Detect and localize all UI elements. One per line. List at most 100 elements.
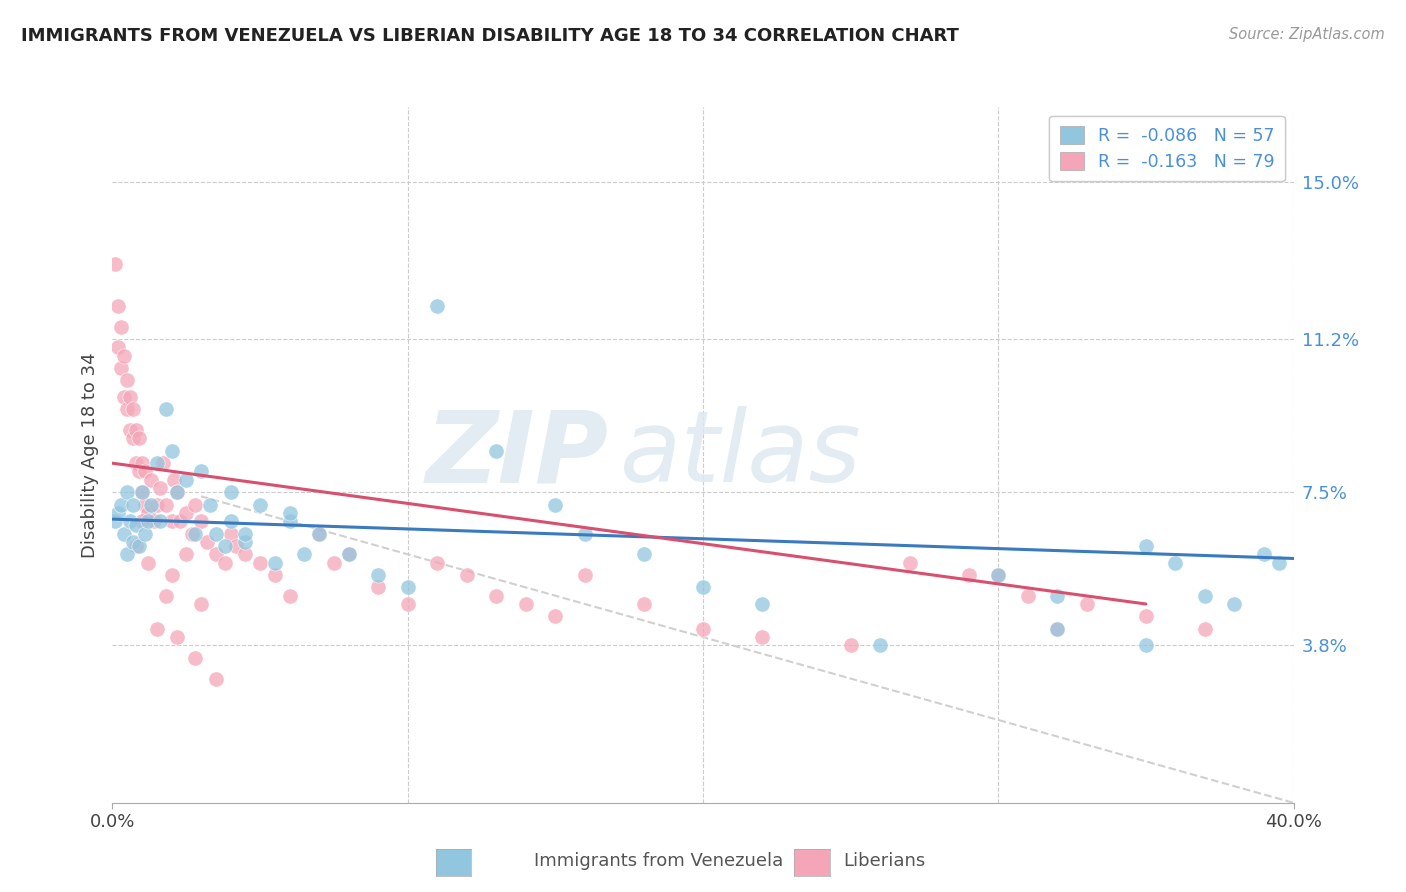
- Point: [1017, 589, 1039, 603]
- Point: [166, 630, 188, 644]
- Point: [485, 443, 508, 458]
- Point: [396, 597, 419, 611]
- Point: [205, 672, 228, 686]
- Point: [128, 431, 150, 445]
- Point: [205, 547, 228, 561]
- Point: [120, 514, 142, 528]
- Point: [249, 498, 271, 512]
- Point: [264, 568, 287, 582]
- Point: [136, 514, 159, 528]
- Point: [323, 556, 346, 570]
- Point: [112, 390, 135, 404]
- Point: [264, 556, 287, 570]
- Text: Immigrants from Venezuela: Immigrants from Venezuela: [534, 852, 783, 870]
- Point: [1046, 622, 1069, 636]
- Point: [692, 622, 714, 636]
- Point: [107, 506, 129, 520]
- Y-axis label: Disability Age 18 to 34: Disability Age 18 to 34: [80, 352, 98, 558]
- Point: [957, 568, 980, 582]
- Point: [233, 535, 256, 549]
- Text: atlas: atlas: [620, 407, 862, 503]
- Point: [139, 498, 162, 512]
- Point: [134, 498, 156, 512]
- Point: [544, 609, 567, 624]
- Point: [633, 597, 655, 611]
- Point: [125, 423, 148, 437]
- Point: [146, 498, 169, 512]
- Point: [125, 539, 148, 553]
- Point: [125, 518, 148, 533]
- Point: [104, 514, 127, 528]
- Point: [184, 498, 207, 512]
- Point: [136, 556, 159, 570]
- Point: [131, 514, 153, 528]
- Point: [839, 639, 862, 653]
- Point: [112, 526, 135, 541]
- Point: [233, 547, 256, 561]
- Point: [456, 568, 478, 582]
- Point: [110, 319, 132, 334]
- Point: [219, 514, 242, 528]
- Point: [195, 535, 218, 549]
- Point: [136, 506, 159, 520]
- Point: [117, 485, 138, 500]
- Point: [367, 581, 389, 595]
- Point: [155, 402, 177, 417]
- Point: [128, 465, 150, 479]
- Text: Source: ZipAtlas.com: Source: ZipAtlas.com: [1229, 27, 1385, 42]
- Point: [120, 390, 142, 404]
- Point: [987, 568, 1010, 582]
- Point: [184, 651, 207, 665]
- Point: [205, 526, 228, 541]
- Point: [515, 597, 537, 611]
- Point: [110, 361, 132, 376]
- Point: [869, 639, 891, 653]
- Point: [278, 514, 301, 528]
- Point: [120, 423, 142, 437]
- Text: ZIP: ZIP: [426, 407, 609, 503]
- Point: [163, 473, 186, 487]
- Point: [155, 589, 177, 603]
- Point: [184, 526, 207, 541]
- Point: [122, 402, 145, 417]
- Point: [337, 547, 360, 561]
- Point: [107, 299, 129, 313]
- Point: [174, 506, 197, 520]
- Point: [131, 456, 153, 470]
- Point: [485, 589, 508, 603]
- Point: [122, 431, 145, 445]
- Point: [181, 526, 204, 541]
- Point: [214, 556, 236, 570]
- Point: [190, 465, 212, 479]
- Point: [152, 456, 174, 470]
- Point: [574, 526, 596, 541]
- Point: [155, 498, 177, 512]
- Text: IMMIGRANTS FROM VENEZUELA VS LIBERIAN DISABILITY AGE 18 TO 34 CORRELATION CHART: IMMIGRANTS FROM VENEZUELA VS LIBERIAN DI…: [21, 27, 959, 45]
- Point: [149, 514, 172, 528]
- Point: [233, 526, 256, 541]
- Point: [1253, 547, 1275, 561]
- Point: [751, 597, 773, 611]
- Point: [278, 589, 301, 603]
- Point: [160, 568, 183, 582]
- Point: [278, 506, 301, 520]
- Point: [117, 373, 138, 387]
- Point: [1135, 609, 1157, 624]
- Point: [249, 556, 271, 570]
- Point: [166, 485, 188, 500]
- Point: [367, 568, 389, 582]
- Point: [174, 547, 197, 561]
- Point: [149, 481, 172, 495]
- Point: [174, 473, 197, 487]
- Point: [308, 526, 330, 541]
- Point: [131, 485, 153, 500]
- Point: [128, 539, 150, 553]
- Point: [1194, 589, 1216, 603]
- Point: [219, 485, 242, 500]
- Point: [146, 456, 169, 470]
- Point: [112, 349, 135, 363]
- Point: [1268, 556, 1291, 570]
- Point: [169, 514, 191, 528]
- Point: [160, 443, 183, 458]
- Point: [134, 465, 156, 479]
